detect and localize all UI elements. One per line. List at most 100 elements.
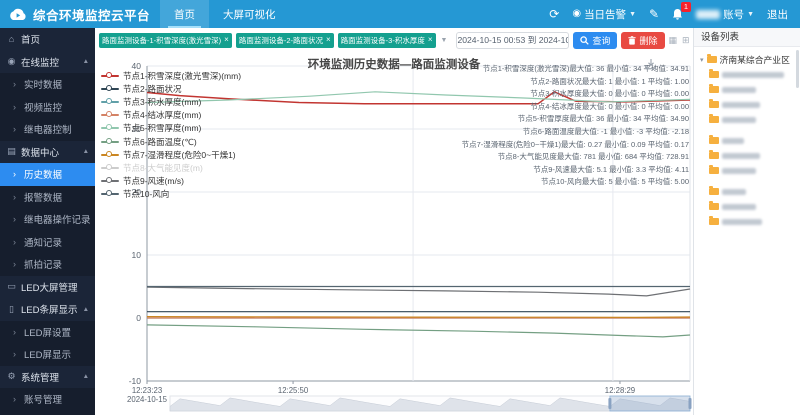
tree-item-2[interactable]	[696, 97, 798, 112]
chart-stats: 节点1-积雪深度(激光雪深)最大值: 36 最小值: 34 平均值: 34.91…	[462, 63, 689, 189]
delete-button[interactable]: 删除	[621, 31, 665, 49]
sidebar-item-7[interactable]: › 报警数据	[0, 185, 95, 208]
tree-item-7[interactable]	[696, 163, 798, 178]
datazoom-slider[interactable]	[169, 395, 692, 412]
device-tag-2[interactable]: 路面监测设备-3-积水厚度 ×	[337, 32, 436, 48]
legend-item-6[interactable]: 节点7-湿滑程度(危险0~干燥1)	[101, 148, 241, 161]
sidebar-item-11[interactable]: ▭ LED大屏管理	[0, 276, 95, 299]
tree-root[interactable]: ▾ 济南某综合产业区	[696, 52, 798, 67]
grid-icon[interactable]: ⊞	[682, 34, 690, 45]
series-line-5	[146, 324, 691, 338]
tag-select-chevron-icon[interactable]: ▼	[440, 36, 448, 44]
tree-item-10[interactable]	[696, 199, 798, 214]
sidebar-item-5[interactable]: ▤ 数据中心 ▲	[0, 141, 95, 164]
search-button[interactable]: 查询	[573, 31, 618, 49]
chevron-right-icon: ›	[13, 124, 16, 135]
stat-line-5: 节点6-路面温度最大值: -1 最小值: -3 平均值: -2.18	[522, 126, 689, 136]
sidebar-item-label: 首页	[21, 35, 41, 47]
alarm-dropdown-label: 当日告警	[584, 8, 627, 21]
legend-item-8[interactable]: 节点9-风速(m/s)	[101, 175, 241, 188]
sidebar-item-16[interactable]: › 账号管理	[0, 388, 95, 411]
stat-line-0: 节点1-积雪深度(激光雪深)最大值: 36 最小值: 34 平均值: 34.91	[482, 64, 689, 73]
legend-marker	[101, 163, 119, 170]
close-icon[interactable]: ×	[326, 35, 331, 44]
sidebar-item-14[interactable]: › LED屏显示	[0, 343, 95, 366]
chevron-right-icon: ›	[13, 349, 16, 360]
legend-marker	[101, 190, 119, 197]
folder-icon	[709, 135, 719, 144]
sidebar-item-15[interactable]: ⚙ 系统管理 ▲	[0, 366, 95, 389]
sidebar-item-1[interactable]: ◉ 在线监控 ▲	[0, 51, 95, 74]
tree-item-9[interactable]	[696, 184, 798, 199]
sidebar-item-8[interactable]: › 继电器操作记录	[0, 208, 95, 231]
legend-item-5[interactable]: 节点6-路面温度(℃)	[101, 135, 241, 148]
edit-icon[interactable]: ✎	[649, 7, 660, 21]
sidebar-item-6[interactable]: › 历史数据	[0, 163, 95, 186]
folder-icon	[709, 114, 719, 123]
led-screen-icon: ▭	[7, 281, 16, 292]
sidebar-item-label: 抓拍记录	[24, 260, 63, 272]
tree-item-6[interactable]	[696, 148, 798, 163]
search-icon	[580, 35, 590, 45]
legend-marker	[101, 111, 119, 118]
sidebar-item-label: 报警数据	[24, 192, 63, 204]
device-tag-1[interactable]: 路面监测设备-2-路面状况 ×	[235, 32, 334, 48]
chart-legend: 节点1-积雪深度(激光雪深)(mm) 节点2-路面状况 节点3-积水厚度(mm) 节点…	[101, 69, 241, 201]
download-image-icon[interactable]	[645, 57, 657, 75]
nav-item-1[interactable]: 大屏可视化	[223, 8, 276, 21]
nav-item-0[interactable]: 首页	[160, 0, 210, 28]
sidebar-item-10[interactable]: › 抓拍记录	[0, 253, 95, 276]
account-menu[interactable]: 账号 ▼	[696, 7, 754, 22]
notification-bell[interactable]: 1	[672, 2, 692, 20]
stat-line-8: 节点9-风速最大值: 5.1 最小值: 3.3 平均值: 4.11	[533, 164, 689, 174]
sync-icon[interactable]: ⟳	[549, 7, 560, 21]
chart-card: 环境监测历史数据—路面监测设备 节点1-积雪深度(激光雪深)(mm) 节点2-路面…	[95, 52, 693, 415]
panel-scrollbar[interactable]	[796, 50, 799, 88]
close-icon[interactable]: ×	[427, 35, 433, 44]
svg-text:2024-10-15: 2024-10-15	[127, 395, 168, 404]
legend-item-4[interactable]: 节点5-积雪厚度(mm)	[101, 122, 241, 135]
search-button-label: 查询	[592, 35, 611, 46]
folder-icon	[709, 69, 719, 78]
tree-item-3[interactable]	[696, 112, 798, 127]
chevron-right-icon: ›	[13, 101, 16, 112]
sidebar-item-13[interactable]: › LED屏设置	[0, 320, 95, 343]
legend-item-2[interactable]: 节点3-积水厚度(mm)	[101, 95, 241, 108]
folder-icon	[709, 216, 719, 225]
brand-title: 综合环境监控云平台	[33, 8, 151, 23]
sidebar-item-3[interactable]: › 视频监控	[0, 95, 95, 118]
stat-line-1: 节点2-路面状况最大值: 1 最小值: 1 平均值: 1.00	[530, 76, 689, 86]
date-range-input[interactable]	[456, 31, 570, 49]
sidebar-item-9[interactable]: › 通知记录	[0, 230, 95, 253]
legend-item-9[interactable]: 节点10-风向	[101, 188, 241, 201]
tree-item-11[interactable]	[696, 214, 798, 229]
tree-item-1[interactable]	[696, 82, 798, 97]
tree-item-5[interactable]	[696, 133, 798, 148]
body-row: ⌂ 首页 ◉ 在线监控 ▲ › 实时数据 › 视频监控 › 继电器控制 ▤ 数据中心 ▲ › 历史数据 › 报警数…	[0, 28, 800, 415]
monitor-icon: ◉	[7, 56, 16, 67]
sidebar-item-2[interactable]: › 实时数据	[0, 73, 95, 96]
close-icon[interactable]: ×	[224, 35, 229, 44]
legend-label: 节点8-大气能见度(m)	[123, 162, 203, 173]
legend-item-3[interactable]: 节点4-结冰厚度(mm)	[101, 109, 241, 122]
logout-button[interactable]: 退出	[767, 8, 788, 21]
sidebar-item-4[interactable]: › 继电器控制	[0, 118, 95, 141]
blurred-device-name	[722, 167, 756, 174]
tree-item-0[interactable]	[696, 67, 798, 82]
legend-item-0[interactable]: 节点1-积雪深度(激光雪深)(mm)	[101, 69, 241, 82]
device-tag-0[interactable]: 路面监测设备-1-积雪深度(激光雪深) ×	[99, 32, 232, 48]
svg-text:30: 30	[132, 124, 142, 134]
legend-item-1[interactable]: 节点2-路面状况	[101, 82, 241, 95]
legend-label: 节点1-积雪深度(激光雪深)(mm)	[123, 70, 242, 81]
calendar-icon[interactable]: ▦	[668, 34, 678, 45]
sidebar-item-17[interactable]: ›设备管理	[0, 410, 95, 415]
cloud-logo-icon	[10, 8, 26, 20]
sidebar-item-label: LED条屏显示	[21, 305, 78, 317]
sidebar-item-0[interactable]: ⌂ 首页	[0, 28, 95, 51]
sidebar-item-12[interactable]: ▯ LED条屏显示 ▲	[0, 298, 95, 321]
sidebar-item-label: 继电器操作记录	[24, 215, 91, 227]
legend-marker	[101, 97, 119, 104]
alarm-dropdown[interactable]: ◉ 当日告警 ▼	[572, 7, 636, 22]
legend-item-7[interactable]: 节点8-大气能见度(m)	[101, 161, 241, 174]
stat-line-2: 节点3-积水厚度最大值: 0 最小值: 0 平均值: 0.00	[530, 89, 689, 99]
